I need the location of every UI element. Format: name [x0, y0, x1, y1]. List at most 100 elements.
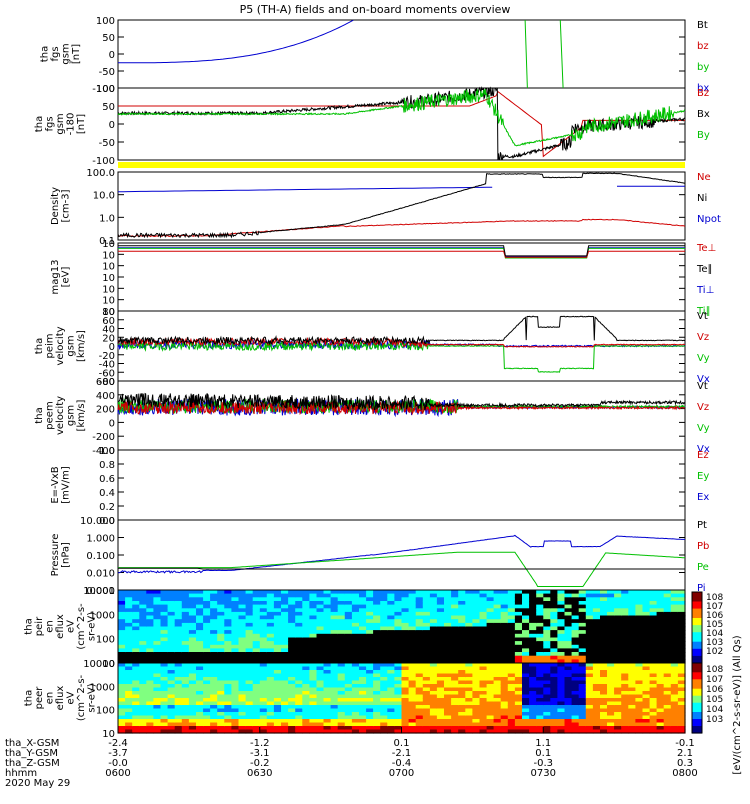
spec-cell: [614, 611, 622, 617]
spec-cell: [536, 712, 544, 717]
spec-cell: [670, 615, 679, 620]
spec-cell: [465, 708, 473, 713]
spec-cell: [522, 705, 530, 710]
spec-cell: [281, 726, 289, 731]
spec-cell: [132, 670, 140, 675]
spec-cell: [323, 597, 332, 602]
spec-cell: [422, 722, 431, 727]
spec-cell: [536, 719, 544, 724]
spec-cell: [578, 698, 587, 703]
spec-cell: [196, 701, 204, 706]
spec-cell: [578, 604, 587, 609]
spec-cell: [670, 701, 679, 706]
spec-cell: [188, 705, 197, 710]
spec-cell: [444, 701, 452, 706]
legend-peim: Vt: [697, 311, 708, 322]
spec-cell: [408, 684, 417, 689]
spec-cell: [628, 597, 636, 602]
spec-cell: [302, 663, 310, 668]
spec-cell: [359, 663, 367, 668]
spec-cell: [429, 715, 438, 720]
spec-cell: [181, 644, 190, 650]
spec-cell: [373, 687, 381, 692]
spec-cell: [337, 698, 346, 703]
spec-cell: [380, 712, 388, 717]
spec-cell: [266, 729, 275, 734]
spec-cell: [614, 712, 622, 717]
spec-cell: [302, 615, 310, 620]
spec-cell: [514, 590, 523, 595]
spec-cell: [203, 663, 211, 668]
spec-cell: [245, 641, 254, 646]
spec-cell: [316, 652, 325, 657]
spec-cell: [273, 719, 282, 724]
spec-cell: [444, 722, 452, 727]
spec-cell: [146, 611, 154, 617]
spec-cell: [656, 597, 665, 602]
spec-cell: [479, 680, 488, 685]
spec-cell: [677, 608, 686, 613]
spec-cell: [479, 615, 488, 620]
spec-cell: [366, 648, 374, 653]
spec-cell: [514, 708, 523, 713]
spec-cell: [670, 622, 679, 628]
spec-cell: [281, 593, 289, 598]
spec-cell: [451, 663, 459, 668]
spec-cell: [522, 597, 530, 602]
spec-cell: [677, 684, 686, 689]
spec-cell: [118, 691, 126, 696]
spec-cell: [451, 659, 459, 664]
spec-cell: [628, 611, 636, 617]
spec-cell: [614, 655, 622, 660]
spec-cell: [373, 626, 381, 631]
spec-cell: [380, 680, 388, 685]
spec-cell: [273, 705, 282, 710]
spec-cell: [217, 708, 225, 713]
spec-cell: [330, 630, 339, 635]
spec-cell: [578, 641, 587, 646]
spec-cell: [592, 687, 601, 692]
spec-cell: [181, 608, 190, 613]
spec-cell: [600, 684, 608, 689]
spec-cell: [408, 705, 417, 710]
spec-cell: [295, 666, 303, 671]
spec-cell: [132, 641, 140, 646]
spec-cell: [429, 729, 438, 734]
spec-cell: [451, 604, 459, 609]
spec-cell: [203, 677, 211, 682]
spec-cell: [571, 715, 580, 720]
spec-cell: [167, 597, 176, 602]
spec-cell: [125, 666, 133, 671]
spec-cell: [160, 712, 169, 717]
spec-cell: [543, 619, 551, 624]
spec-cell: [160, 590, 169, 595]
spec-cell: [266, 715, 275, 720]
spec-cell: [422, 622, 431, 628]
spec-cell: [217, 648, 225, 653]
spec-cell: [514, 729, 523, 734]
spec-cell: [224, 590, 232, 595]
spec-cell: [203, 684, 211, 689]
spec-cell: [522, 641, 530, 646]
spec-cell: [273, 708, 282, 713]
spec-cell: [472, 663, 481, 668]
spec-cell: [529, 663, 537, 668]
spec-cell: [550, 673, 558, 678]
spec-cell: [231, 673, 240, 678]
legend-temp: Te∥: [696, 264, 713, 275]
spec-cell: [373, 712, 381, 717]
spec-cell: [281, 655, 289, 660]
spec-cell: [281, 712, 289, 717]
spec-cell: [337, 684, 346, 689]
spec-cell: [281, 659, 289, 664]
spec-cell: [231, 644, 240, 650]
spec-cell: [514, 719, 523, 724]
spec-cell: [330, 708, 339, 713]
spec-cell: [366, 684, 374, 689]
spec-cell: [585, 719, 594, 724]
spec-cell: [259, 680, 268, 685]
spec-cell: [429, 615, 438, 620]
spec-cell: [309, 622, 318, 628]
spec-cell: [174, 615, 183, 620]
spec-cell: [656, 637, 665, 642]
